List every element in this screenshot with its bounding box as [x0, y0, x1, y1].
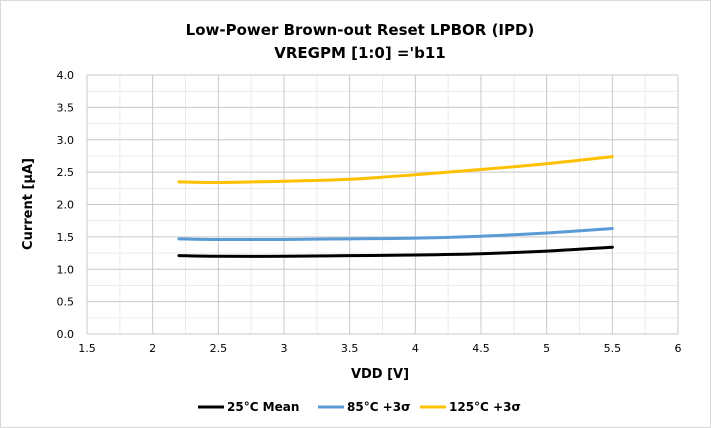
- x-tick-label: 3.5: [341, 342, 359, 355]
- x-tick-label: 5.5: [604, 342, 622, 355]
- x-tick-label: 4: [412, 342, 419, 355]
- y-tick-label: 0.5: [57, 296, 75, 309]
- series-line-2: [177, 155, 614, 184]
- chart-subtitle: VREGPM [1:0] ='b11: [274, 44, 445, 62]
- legend-label-0: 25°C Mean: [227, 400, 299, 414]
- x-tick-label: 2.5: [210, 342, 228, 355]
- legend-label-1: 85°C +3σ: [347, 400, 410, 414]
- y-tick-label: 3.0: [57, 134, 75, 147]
- chart-title: Low-Power Brown-out Reset LPBOR (IPD): [186, 21, 535, 39]
- x-tick-label: 3: [281, 342, 288, 355]
- y-tick-label: 3.5: [57, 101, 75, 114]
- y-tick-label: 1.0: [57, 263, 75, 276]
- y-tick-label: 2.5: [57, 166, 75, 179]
- x-tick-label: 4.5: [472, 342, 490, 355]
- x-tick-label: 1.5: [78, 342, 96, 355]
- y-axis-label: Current [µA]: [21, 158, 36, 250]
- y-tick-label: 2.0: [57, 199, 75, 212]
- series-line-0: [177, 245, 614, 258]
- legend-label-2: 125°C +3σ: [449, 400, 521, 414]
- series-line-1: [177, 226, 614, 242]
- x-tick-label: 6: [675, 342, 682, 355]
- x-axis-label: VDD [V]: [351, 367, 409, 382]
- x-tick-label: 5: [543, 342, 550, 355]
- y-tick-label: 1.5: [57, 231, 75, 244]
- x-tick-label: 2: [149, 342, 156, 355]
- y-tick-label: 0.0: [57, 328, 75, 341]
- y-tick-label: 4.0: [57, 69, 75, 82]
